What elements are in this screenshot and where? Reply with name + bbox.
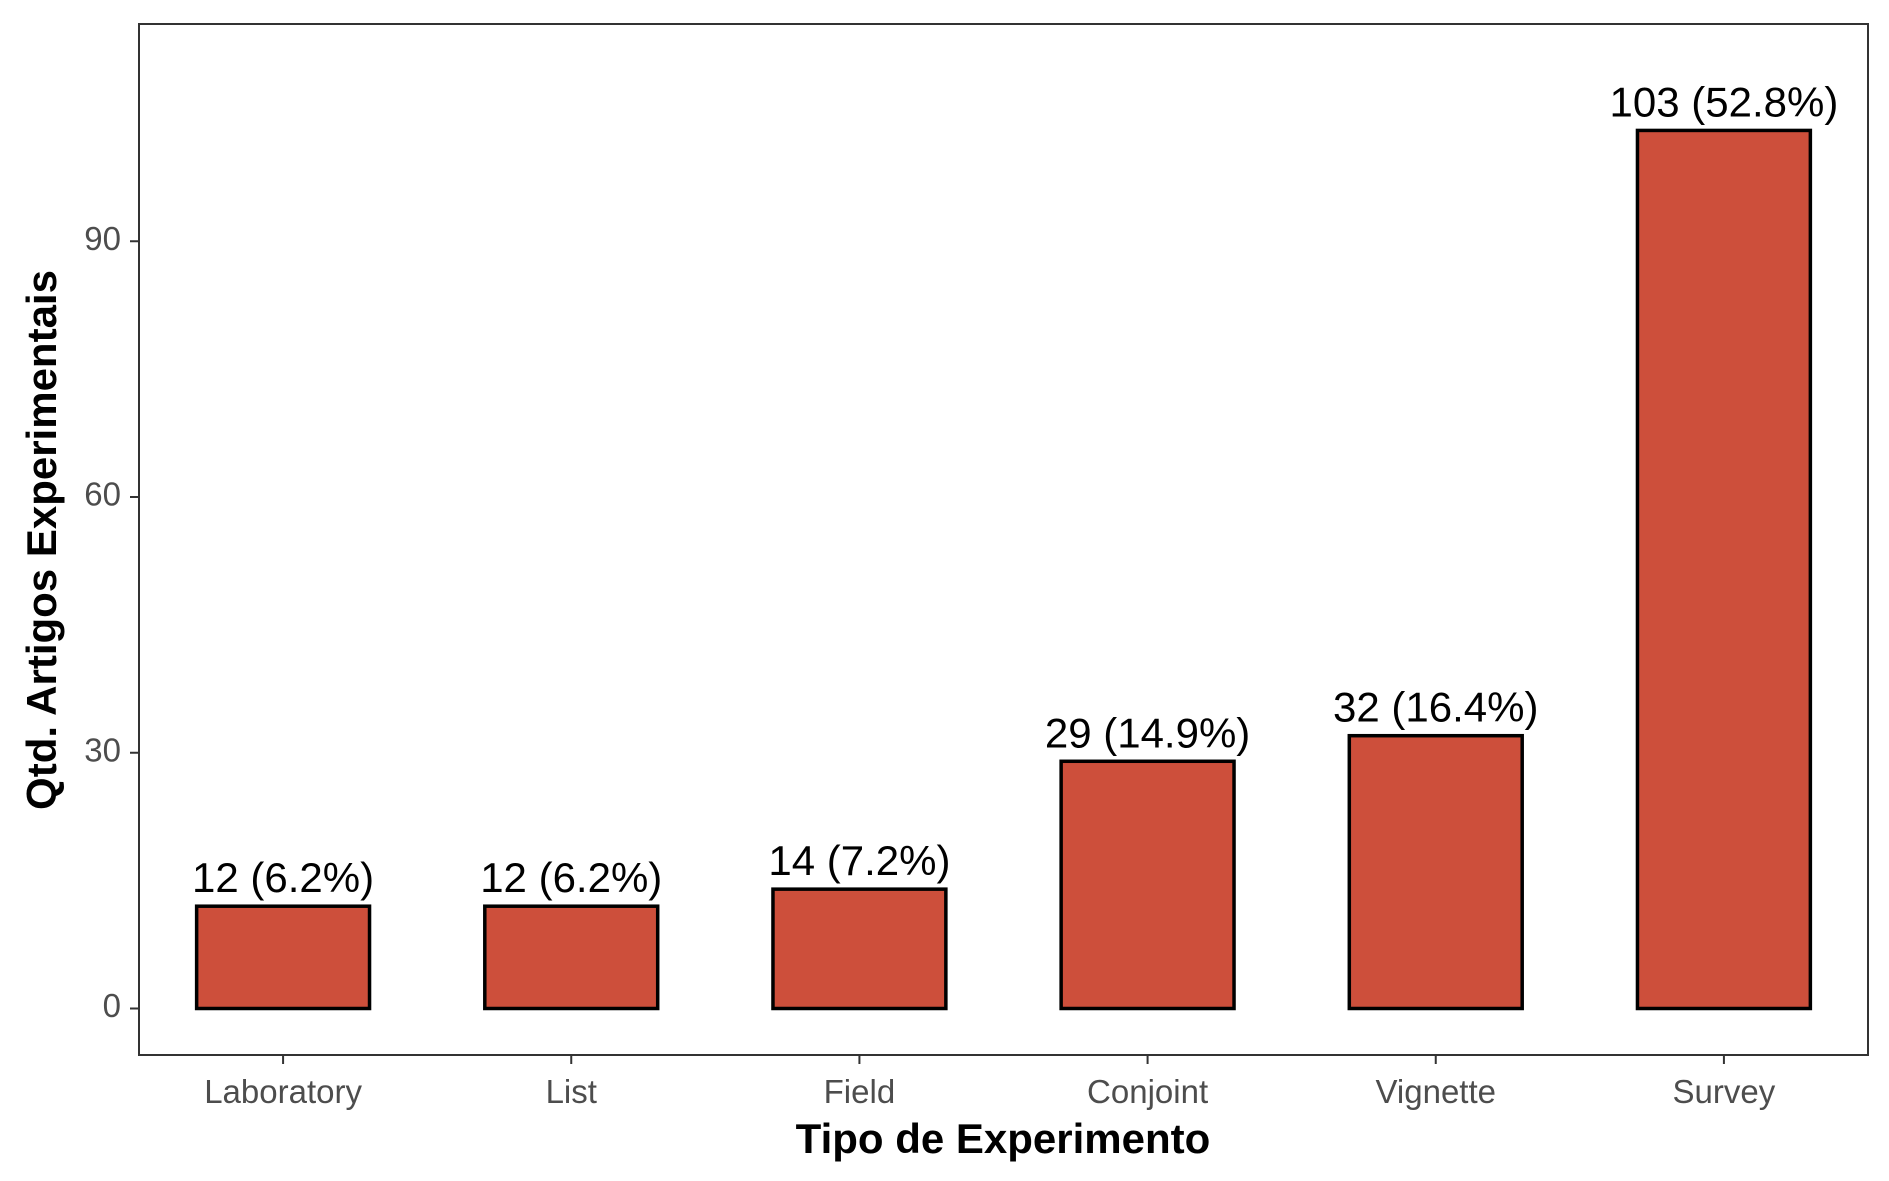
bar-value-label: 12 (6.2%) (480, 854, 662, 901)
bar-vignette (1347, 733, 1524, 1011)
bar-labels: 12 (6.2%) 12 (6.2%) 14 (7.2%) 29 (14.9%) 32 … (192, 78, 1838, 901)
panel-border (138, 23, 1869, 1056)
y-axis-title: Qtd. Artigos Experimentais (18, 270, 65, 810)
y-tick-label: 90 (84, 220, 121, 257)
bar-value-label: 29 (14.9%) (1045, 709, 1250, 756)
bar-field (771, 887, 948, 1011)
x-axis-title: Tipo de Experimento (796, 1115, 1211, 1162)
bar-value-label: 12 (6.2%) (192, 854, 374, 901)
bar-value-label: 103 (52.8%) (1610, 78, 1839, 125)
bar-list (483, 904, 660, 1011)
x-axis: Laboratory List Field Conjoint Vignette Surve… (204, 1055, 1776, 1110)
bar-value-label: 32 (16.4%) (1333, 684, 1538, 731)
x-tick-label: Conjoint (1087, 1073, 1208, 1110)
x-tick-label: Laboratory (204, 1073, 362, 1110)
bar-value-label: 14 (7.2%) (768, 837, 950, 884)
bar-conjoint (1059, 759, 1236, 1011)
bar-laboratory (194, 904, 372, 1011)
y-tick-label: 0 (103, 987, 121, 1024)
x-tick-label: List (546, 1073, 597, 1110)
x-tick-label: Survey (1673, 1073, 1776, 1110)
y-tick-label: 60 (84, 476, 121, 513)
x-tick-label: Field (824, 1073, 896, 1110)
y-tick-label: 30 (84, 731, 121, 768)
x-tick-label: Vignette (1376, 1073, 1497, 1110)
bars (194, 128, 1813, 1011)
y-axis: 0 30 60 90 (84, 220, 139, 1024)
bar-survey (1635, 128, 1813, 1011)
